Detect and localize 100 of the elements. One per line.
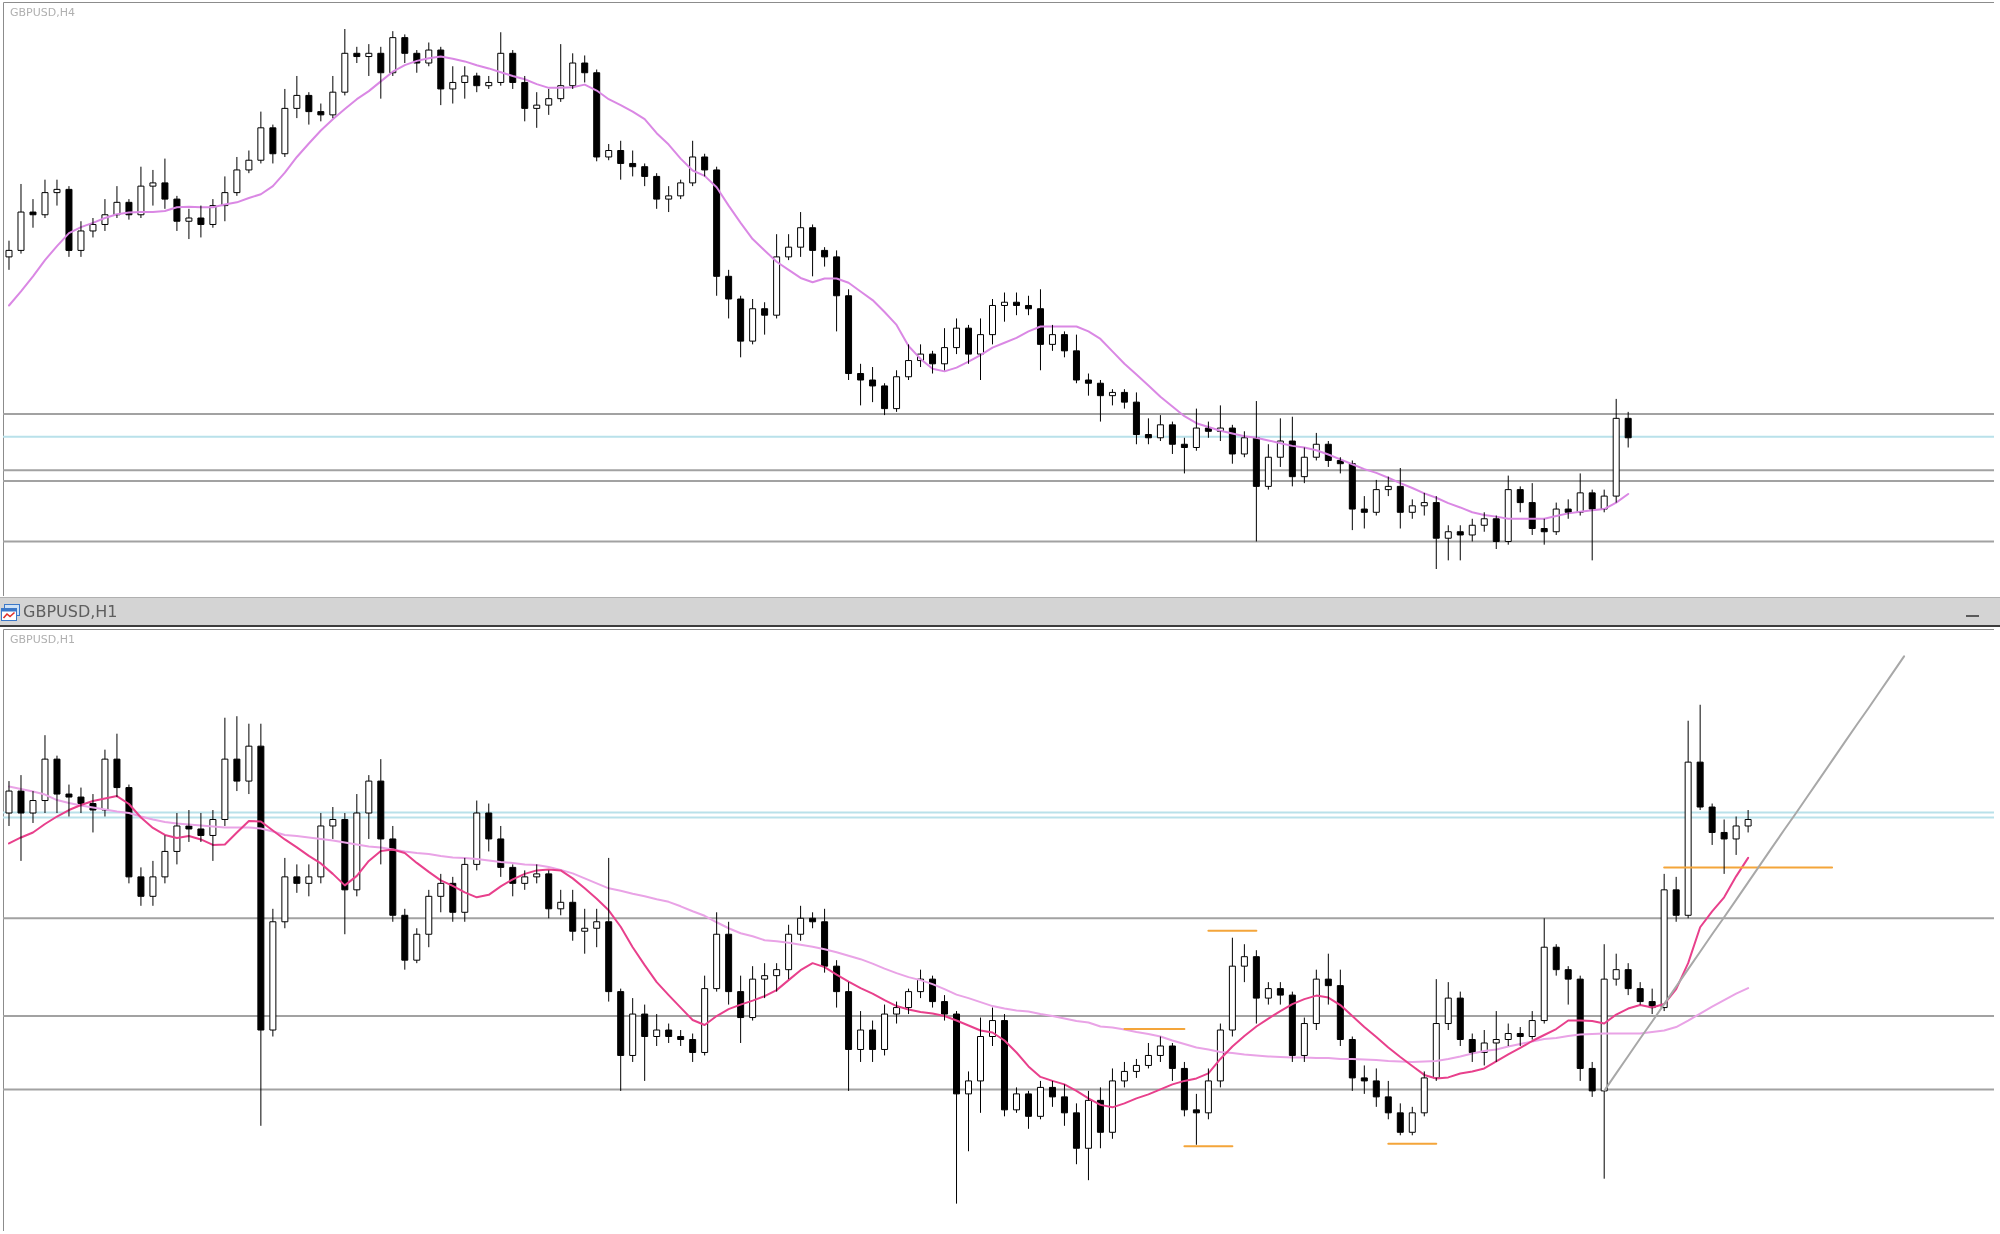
candlestick <box>209 198 217 229</box>
chart-title: GBPUSD,H4 <box>10 6 75 19</box>
candlestick <box>149 860 157 907</box>
candlestick <box>1612 398 1620 504</box>
candlestick <box>845 981 853 1092</box>
candlestick <box>965 324 973 365</box>
candlestick <box>1588 489 1596 561</box>
candlestick <box>1240 430 1248 458</box>
candlestick <box>1456 991 1464 1047</box>
candlestick <box>1300 1017 1308 1063</box>
candlestick <box>905 988 913 1015</box>
candlestick <box>845 288 853 381</box>
candlestick <box>461 857 469 923</box>
candlestick <box>881 1004 889 1056</box>
candlestick <box>1060 1083 1068 1127</box>
candlestick <box>701 975 709 1056</box>
candlestick <box>1264 443 1272 491</box>
candlestick <box>1204 421 1212 439</box>
candlestick <box>1060 330 1068 358</box>
candlestick <box>1672 876 1680 923</box>
candlestick <box>221 717 229 827</box>
candlestick <box>1276 981 1284 1006</box>
candlestick <box>689 1033 697 1063</box>
candlestick <box>449 65 457 105</box>
candlestick <box>17 183 25 255</box>
candlestick <box>641 162 649 187</box>
candlestick <box>1024 295 1032 316</box>
candlestick <box>473 800 481 871</box>
candlestick <box>497 31 505 87</box>
candlestick <box>1300 447 1308 484</box>
candlestick <box>1348 1036 1356 1092</box>
candlestick <box>1096 1086 1104 1149</box>
candlestick <box>281 857 289 929</box>
candlestick <box>113 733 121 798</box>
candlestick <box>833 249 841 332</box>
candlestick <box>677 179 685 200</box>
candlestick <box>401 33 409 64</box>
candlestick <box>1180 437 1188 474</box>
candlestick <box>53 755 61 814</box>
candlestick <box>209 809 217 862</box>
candlestick <box>1264 981 1272 1006</box>
candlestick <box>1156 414 1164 442</box>
candlestick <box>1552 502 1560 536</box>
candlestick <box>233 715 241 792</box>
candlestick <box>173 195 181 232</box>
candlestick <box>521 75 529 122</box>
candlestick <box>473 72 481 93</box>
candlestick <box>893 1001 901 1025</box>
candlestick <box>233 156 241 197</box>
candlestick <box>1144 1042 1152 1069</box>
candlestick <box>617 988 625 1092</box>
candlestick <box>1336 969 1344 1047</box>
candlestick <box>941 994 949 1022</box>
candlestick <box>953 317 961 355</box>
candlestick <box>125 784 133 884</box>
candlestick <box>185 809 193 843</box>
candlestick <box>41 734 49 814</box>
candlestick <box>749 965 757 1022</box>
candlestick <box>1324 953 1332 1006</box>
candlestick <box>89 217 97 238</box>
candlestick <box>1504 475 1512 546</box>
candlestick <box>389 30 397 77</box>
candlestick <box>545 88 553 116</box>
candlestick <box>1600 489 1608 513</box>
candlestick <box>557 889 565 916</box>
candlestick <box>1288 991 1296 1063</box>
candlestick <box>1516 1026 1524 1047</box>
candlestick <box>1036 1080 1044 1120</box>
candlestick <box>77 787 85 814</box>
candlestick <box>353 793 361 897</box>
candlestick <box>773 962 781 993</box>
candlestick <box>725 921 733 1006</box>
candlestick <box>425 889 433 948</box>
candlestick <box>569 52 577 90</box>
candlestick <box>1468 1033 1476 1063</box>
candlestick <box>137 866 145 907</box>
candlestick <box>497 825 505 878</box>
candlestick <box>1192 1093 1200 1146</box>
candlestick <box>869 366 877 403</box>
candlestick <box>1036 288 1044 371</box>
candlestick <box>341 812 349 935</box>
candlestick <box>701 153 709 177</box>
candlestick <box>461 65 469 100</box>
candlestick <box>257 723 265 1127</box>
candlestick <box>1144 417 1152 445</box>
candlestick <box>653 1013 661 1047</box>
candlestick <box>797 905 805 942</box>
candlestick <box>869 1020 877 1063</box>
candlestick <box>1168 1042 1176 1082</box>
candlestick <box>65 185 73 258</box>
candlestick <box>605 857 613 1003</box>
candlestick <box>713 166 721 297</box>
candlestick <box>305 863 313 897</box>
candlestick <box>173 812 181 865</box>
candlestick <box>893 369 901 413</box>
candlestick <box>1048 1080 1056 1108</box>
candlestick <box>809 911 817 929</box>
candlestick <box>1108 1067 1116 1140</box>
candlestick <box>1348 459 1356 531</box>
candlestick <box>1444 981 1452 1031</box>
